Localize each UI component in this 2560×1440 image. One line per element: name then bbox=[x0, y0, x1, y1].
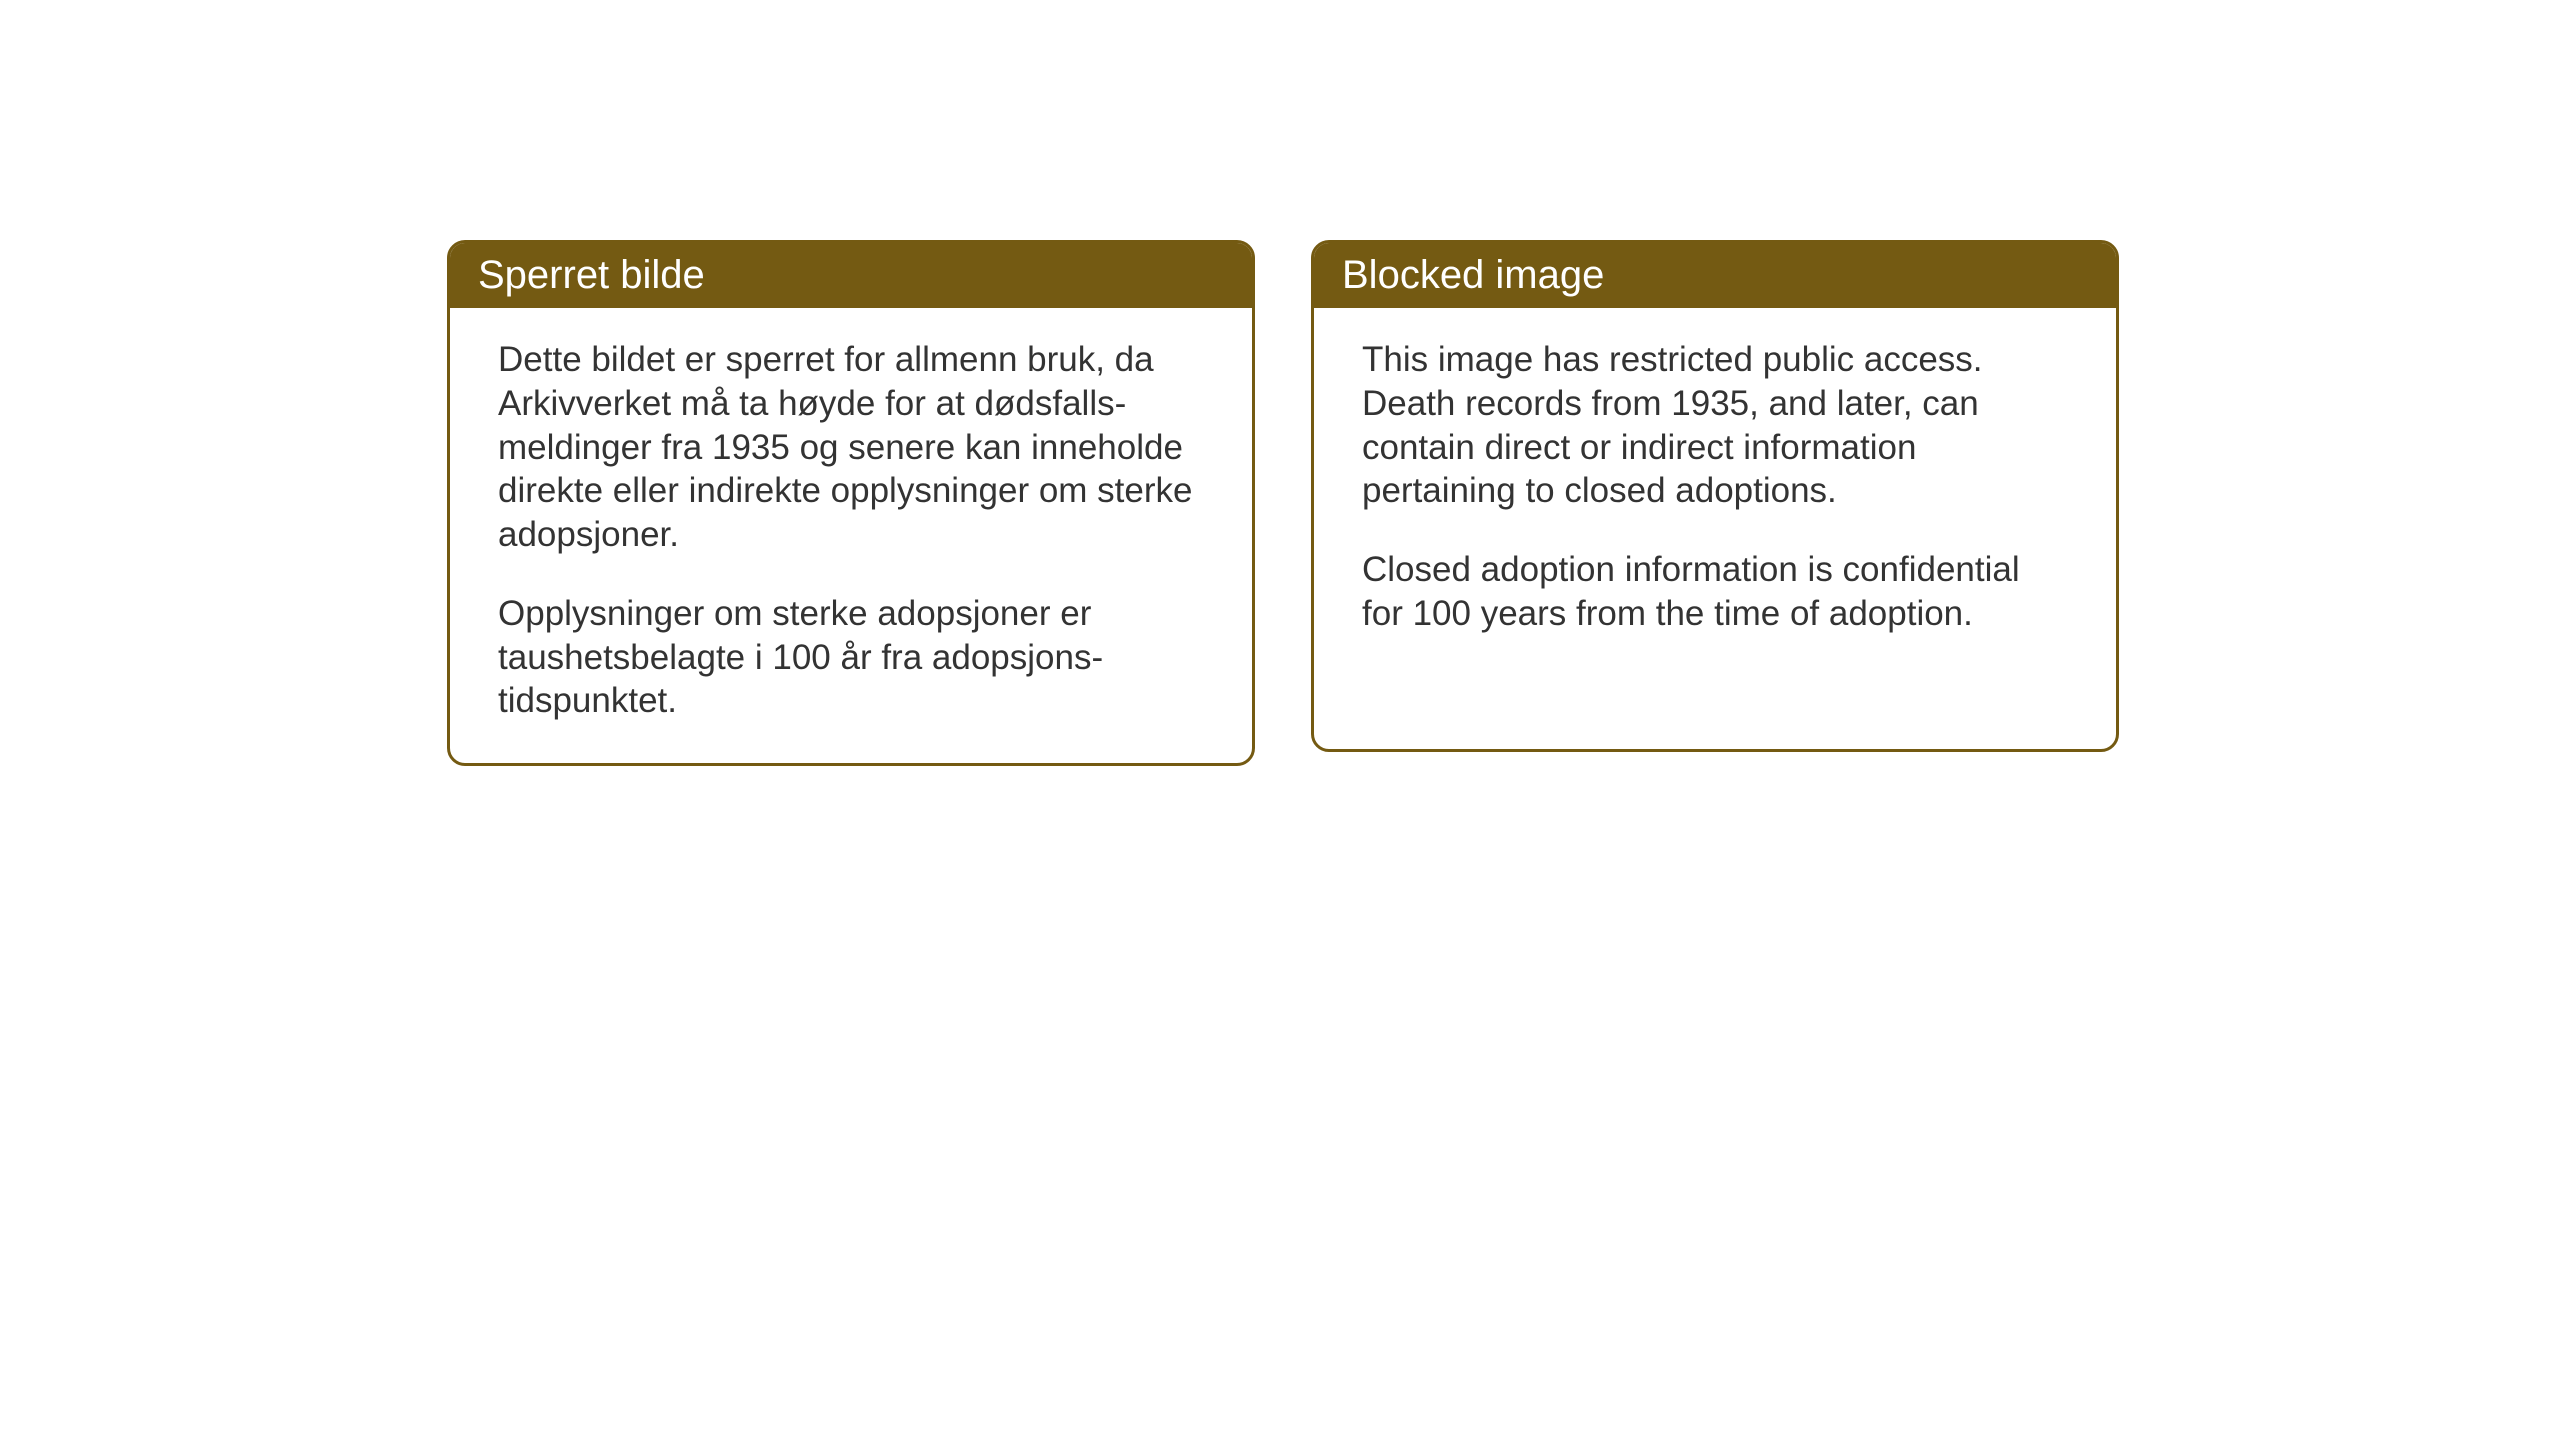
card-english-paragraph-1: This image has restricted public access.… bbox=[1362, 338, 2068, 513]
card-english-body: This image has restricted public access.… bbox=[1314, 308, 2116, 676]
card-norwegian-paragraph-2: Opplysninger om sterke adopsjoner er tau… bbox=[498, 592, 1204, 723]
card-norwegian-header: Sperret bilde bbox=[450, 243, 1252, 308]
card-norwegian: Sperret bilde Dette bildet er sperret fo… bbox=[447, 240, 1255, 766]
card-norwegian-body: Dette bildet er sperret for allmenn bruk… bbox=[450, 308, 1252, 763]
card-english-header: Blocked image bbox=[1314, 243, 2116, 308]
card-english-paragraph-2: Closed adoption information is confident… bbox=[1362, 548, 2068, 636]
card-norwegian-paragraph-1: Dette bildet er sperret for allmenn bruk… bbox=[498, 338, 1204, 557]
cards-container: Sperret bilde Dette bildet er sperret fo… bbox=[447, 240, 2119, 766]
card-english: Blocked image This image has restricted … bbox=[1311, 240, 2119, 752]
